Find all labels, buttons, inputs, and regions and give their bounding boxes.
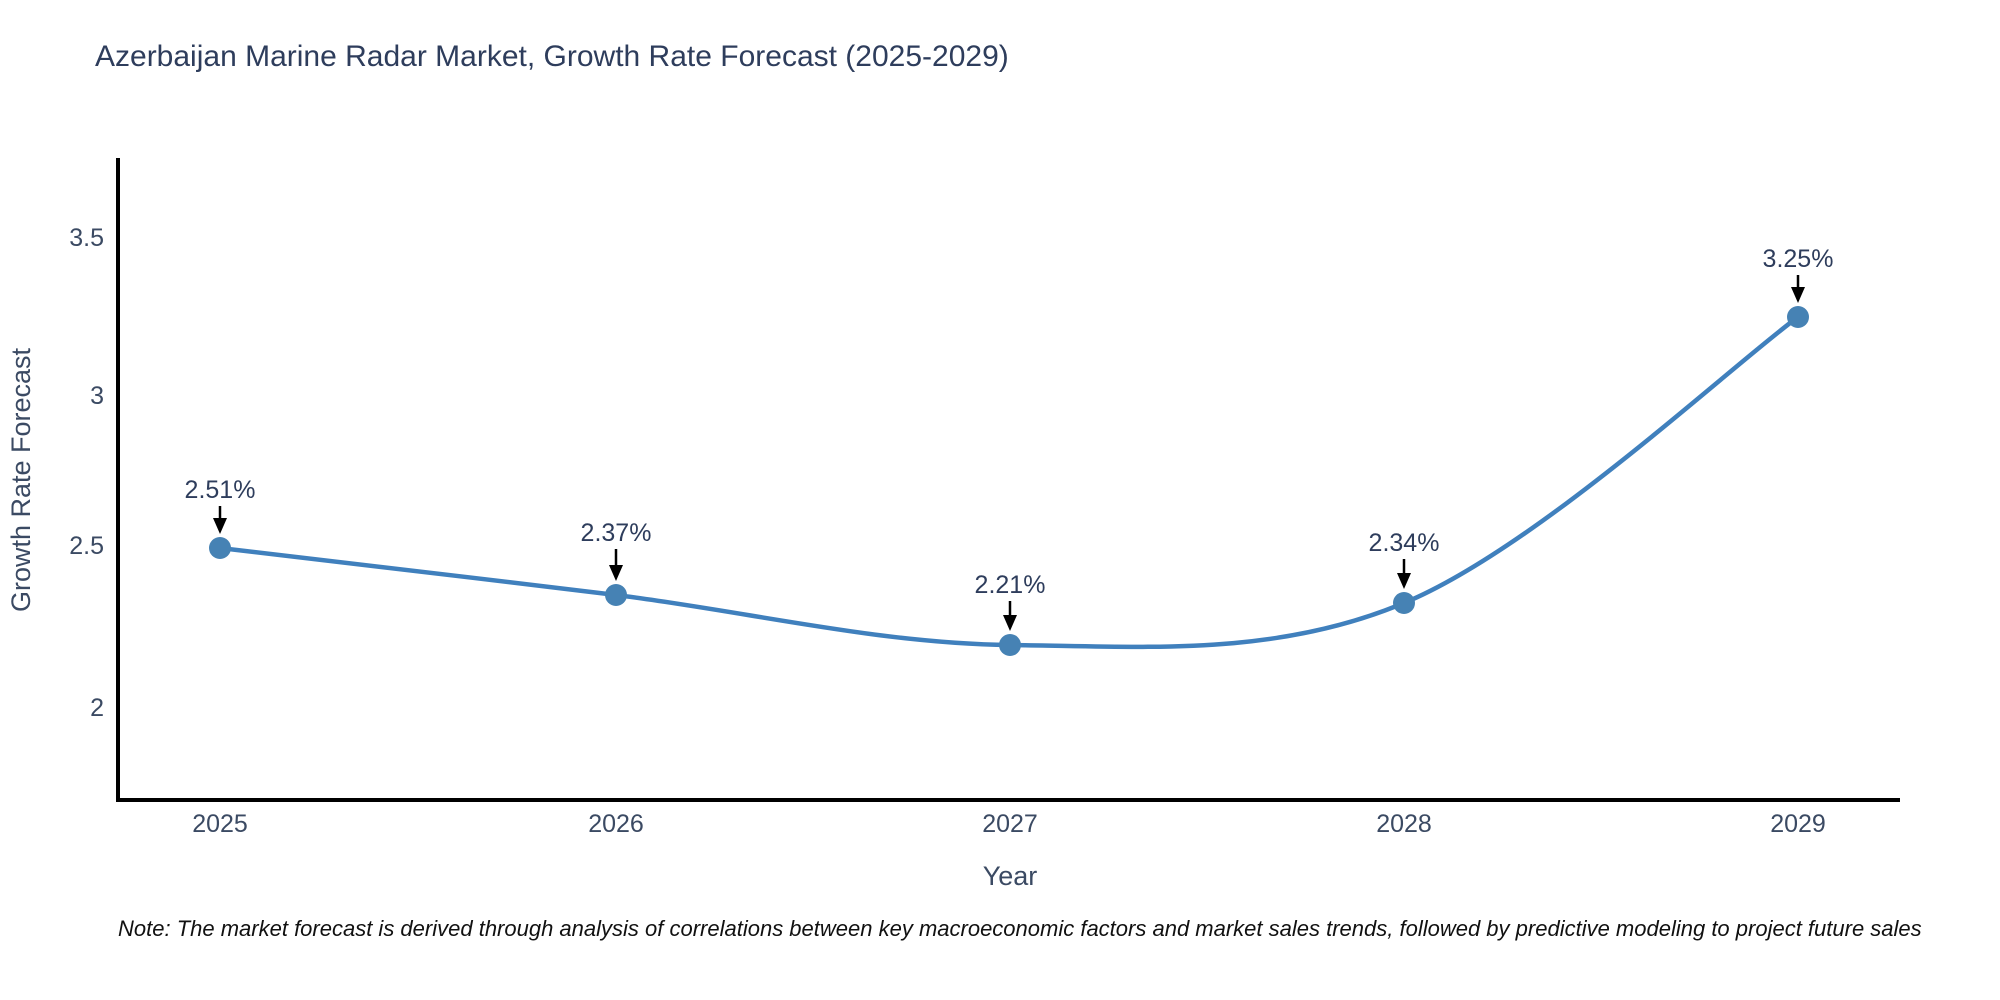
data-point-2028 [1393, 592, 1415, 614]
x-tick-label: 2028 [1376, 810, 1432, 838]
chart-title: Azerbaijan Marine Radar Market, Growth R… [95, 40, 1009, 73]
data-point-2025 [209, 537, 231, 559]
trend-line [217, 314, 1801, 650]
x-tick-label: 2027 [982, 810, 1038, 838]
y-tick-label: 3 [90, 382, 104, 410]
point-annotation: 2.21% [975, 571, 1046, 599]
y-tick-label: 3.5 [69, 224, 104, 252]
point-annotation: 2.51% [185, 476, 256, 504]
point-annotation: 2.34% [1369, 529, 1440, 557]
data-point-2027 [999, 634, 1021, 656]
y-tick-label: 2.5 [69, 532, 104, 560]
y-tick-label: 2 [90, 694, 104, 722]
data-point-2026 [605, 584, 627, 606]
point-annotation: 2.37% [581, 519, 652, 547]
footnote: Note: The market forecast is derived thr… [118, 916, 1922, 941]
x-tick-label: 2026 [588, 810, 644, 838]
x-tick-label: 2025 [192, 810, 248, 838]
x-axis-title: Year [983, 861, 1038, 891]
x-tick-label: 2029 [1770, 810, 1826, 838]
point-annotation: 3.25% [1763, 245, 1834, 273]
data-point-2029 [1787, 306, 1809, 328]
y-axis-title: Growth Rate Forecast [6, 347, 36, 612]
